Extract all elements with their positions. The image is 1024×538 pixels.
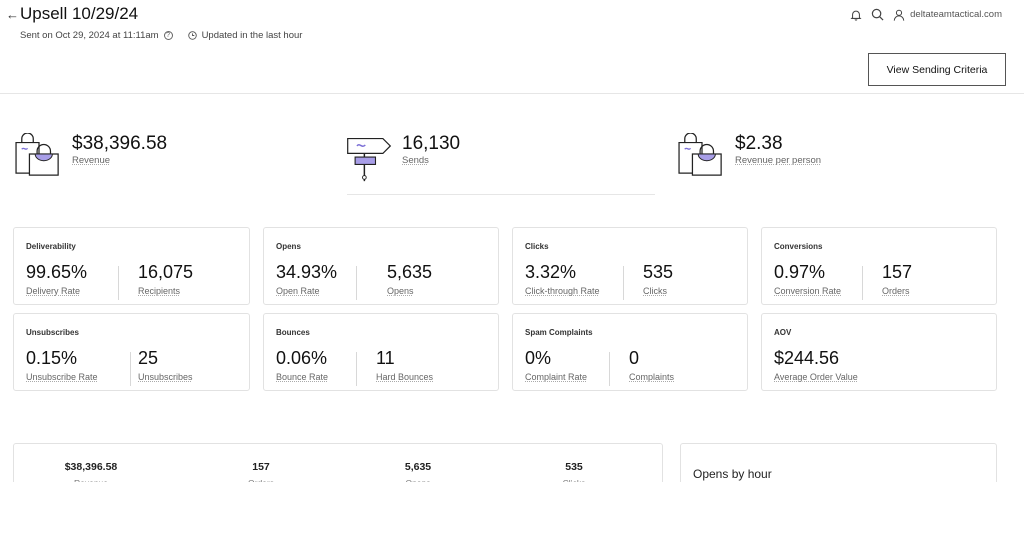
bell-icon[interactable]: [850, 9, 862, 21]
opens-by-hour-title: Opens by hour: [693, 467, 772, 481]
sent-date: Sent on Oct 29, 2024 at 11:11am: [20, 30, 159, 41]
aov-label[interactable]: Average Order Value: [774, 372, 858, 382]
revenue-value: $38,396.58: [72, 133, 168, 154]
account-name[interactable]: deltateamtactical.com: [910, 9, 1002, 20]
bounce-rate-label[interactable]: Bounce Rate: [276, 372, 329, 382]
aov-value: $244.56: [774, 348, 840, 368]
summary-revenue-per-person: $2.38 Revenue per person: [677, 133, 821, 177]
recipients-label[interactable]: Recipients: [138, 286, 181, 296]
complaints-value: 0: [629, 348, 640, 368]
card-title: Spam Complaints: [525, 328, 593, 337]
sends-value: 16,130: [402, 133, 461, 154]
card-deliverability: Deliverability 99.65% Delivery Rate 16,07…: [13, 227, 250, 305]
metric-divider: [623, 266, 624, 300]
card-conversions: Conversions 0.97% Conversion Rate 157 Orde…: [761, 227, 997, 305]
card-title: AOV: [774, 328, 792, 337]
click-through-rate-label[interactable]: Click-through Rate: [525, 286, 600, 296]
card-clicks: Clicks 3.32% Click-through Rate 535 Clicks: [512, 227, 748, 305]
page-header: ← Upsell 10/29/24 Sent on Oct 29, 2024 a…: [0, 0, 1024, 94]
complaint-rate-value: 0%: [525, 348, 552, 368]
view-sending-criteria-button[interactable]: View Sending Criteria: [868, 53, 1006, 86]
metric-divider: [118, 266, 119, 300]
metric-divider: [356, 266, 357, 300]
top-toolbar: deltateamtactical.com: [850, 8, 1002, 21]
unsubscribe-rate-value: 0.15%: [26, 348, 78, 368]
user-icon[interactable]: [893, 9, 905, 21]
summary-sends: 16,130 Sends: [344, 133, 460, 183]
search-icon[interactable]: [871, 8, 884, 21]
open-rate-value: 34.93%: [276, 262, 338, 282]
revenue-per-person-value: $2.38: [735, 133, 783, 154]
open-rate-label[interactable]: Open Rate: [276, 286, 320, 296]
hard-bounces-label[interactable]: Hard Bounces: [376, 372, 434, 382]
summary-revenue: $38,396.58 Revenue: [14, 133, 167, 177]
metric-divider: [862, 266, 863, 300]
card-aov: AOV $244.56 Average Order Value: [761, 313, 997, 391]
recipients-value: 16,075: [138, 262, 194, 282]
card-title: Unsubscribes: [26, 328, 79, 337]
opens-label[interactable]: Opens: [387, 286, 414, 296]
card-title: Deliverability: [26, 242, 76, 251]
clock-icon: [187, 31, 197, 40]
unsubscribes-value: 25: [138, 348, 159, 368]
sends-label[interactable]: Sends: [402, 155, 429, 166]
card-title: Clicks: [525, 242, 549, 251]
click-through-rate-value: 3.32%: [525, 262, 577, 282]
bottom-clicks-value: 535: [565, 461, 583, 473]
card-opens: Opens 34.93% Open Rate 5,635 Opens: [263, 227, 499, 305]
bottom-opens-value: 5,635: [404, 461, 432, 473]
bottom-revenue-value: $38,396.58: [64, 461, 118, 473]
summary-divider: [347, 194, 655, 195]
help-icon[interactable]: ?: [163, 31, 173, 40]
clicks-value: 535: [643, 262, 674, 282]
unsubscribe-rate-label[interactable]: Unsubscribe Rate: [26, 372, 98, 382]
back-arrow-icon[interactable]: ←: [6, 7, 19, 22]
bounce-rate-value: 0.06%: [276, 348, 328, 368]
opens-value: 5,635: [387, 262, 433, 282]
crop-mask: [0, 482, 1024, 538]
revenue-label[interactable]: Revenue: [72, 155, 111, 166]
unsubscribes-label[interactable]: Unsubscribes: [138, 372, 193, 382]
delivery-rate-value: 99.65%: [26, 262, 88, 282]
conversion-rate-label[interactable]: Conversion Rate: [774, 286, 842, 296]
metric-divider: [609, 352, 610, 386]
card-title: Bounces: [276, 328, 310, 337]
signpost-icon: [347, 137, 392, 182]
shopping-bags-icon: [15, 133, 59, 176]
hard-bounces-value: 11: [376, 348, 395, 368]
page-title: Upsell 10/29/24: [20, 4, 139, 23]
card-title: Opens: [276, 242, 301, 251]
orders-value: 157: [882, 262, 913, 282]
complaints-label[interactable]: Complaints: [629, 372, 675, 382]
metric-divider: [130, 352, 131, 386]
shopping-bags-icon: [678, 133, 722, 176]
complaint-rate-label[interactable]: Complaint Rate: [525, 372, 588, 382]
metric-divider: [356, 352, 357, 386]
orders-label[interactable]: Orders: [882, 286, 910, 296]
card-unsubscribes: Unsubscribes 0.15% Unsubscribe Rate 25 Uns…: [13, 313, 250, 391]
campaign-meta: Sent on Oct 29, 2024 at 11:11am ? Update…: [20, 30, 302, 41]
bottom-orders-value: 157: [252, 461, 270, 473]
clicks-label[interactable]: Clicks: [643, 286, 667, 296]
conversion-rate-value: 0.97%: [774, 262, 826, 282]
revenue-per-person-label[interactable]: Revenue per person: [735, 155, 822, 166]
delivery-rate-label[interactable]: Delivery Rate: [26, 286, 81, 296]
updated-status: Updated in the last hour: [201, 30, 303, 41]
card-title: Conversions: [774, 242, 823, 251]
card-bounces: Bounces 0.06% Bounce Rate 11 Hard Bounces: [263, 313, 499, 391]
card-spam-complaints: Spam Complaints 0% Complaint Rate 0 Compla…: [512, 313, 748, 391]
